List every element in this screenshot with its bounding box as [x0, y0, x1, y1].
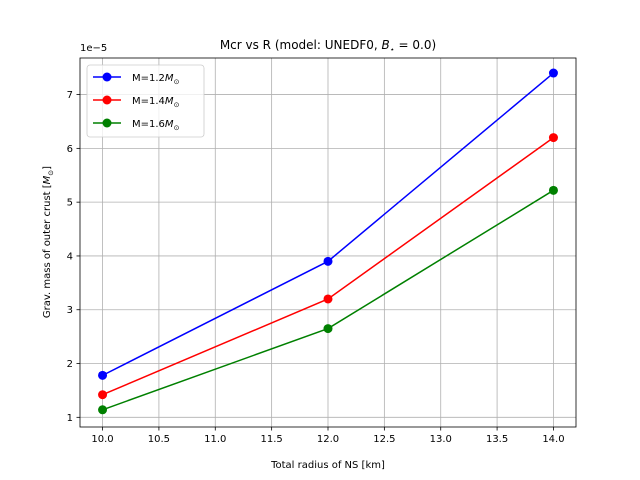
data-point	[323, 294, 333, 304]
y-axis: 1 2 3 4 5 6 7	[67, 90, 80, 424]
y-tick-label: 4	[67, 251, 73, 262]
data-point	[98, 370, 108, 380]
x-tick-label: 12.0	[317, 434, 339, 445]
chart-title: Mcr vs R (model: UNEDF0, B⋆ = 0.0)	[220, 38, 436, 54]
legend-marker	[102, 118, 112, 128]
series-layer	[98, 68, 558, 415]
data-point	[548, 133, 558, 143]
x-axis-label: Total radius of NS [km]	[270, 460, 385, 471]
legend-entry: M=1.6M⊙	[93, 118, 179, 132]
y-tick-label: 1	[67, 413, 73, 424]
y-tick-label: 6	[67, 144, 73, 155]
x-tick-label: 11.0	[204, 434, 226, 445]
series-1	[98, 68, 558, 380]
x-tick-label: 12.5	[373, 434, 395, 445]
legend: M=1.2M⊙ M=1.4M⊙ M=1.6M⊙	[86, 64, 205, 138]
data-point	[548, 185, 558, 195]
x-axis: 10.0 10.5 11.0 11.5 12.0 12.5 13.0 13.5 14.0	[91, 427, 565, 445]
legend-label: M=1.4M⊙	[132, 96, 179, 109]
x-tick-label: 13.5	[486, 434, 508, 445]
x-tick-label: 14.0	[542, 434, 564, 445]
legend-marker	[102, 95, 112, 105]
legend-entry: M=1.2M⊙	[93, 72, 179, 86]
legend-label: M=1.2M⊙	[132, 73, 179, 86]
series-3	[98, 185, 558, 415]
y-tick-label: 5	[67, 198, 73, 209]
data-point	[323, 256, 333, 266]
x-tick-label: 10.0	[91, 434, 113, 445]
legend-box	[86, 64, 205, 138]
x-tick-label: 11.5	[261, 434, 283, 445]
y-axis-label: Grav. mass of outer crust [M⊙]	[42, 166, 55, 318]
y-tick-label: 7	[67, 90, 73, 101]
data-point	[98, 390, 108, 400]
series-2	[98, 133, 558, 400]
legend-entry: M=1.4M⊙	[93, 95, 179, 109]
legend-marker	[102, 72, 112, 82]
y-offset-label: 1e−5	[80, 43, 107, 54]
data-point	[98, 405, 108, 415]
y-tick-label: 3	[67, 305, 73, 316]
data-point	[548, 68, 558, 78]
y-tick-label: 2	[67, 359, 73, 370]
x-tick-label: 13.0	[430, 434, 452, 445]
legend-label: M=1.6M⊙	[132, 119, 179, 132]
x-tick-label: 10.5	[148, 434, 170, 445]
data-point	[323, 324, 333, 334]
